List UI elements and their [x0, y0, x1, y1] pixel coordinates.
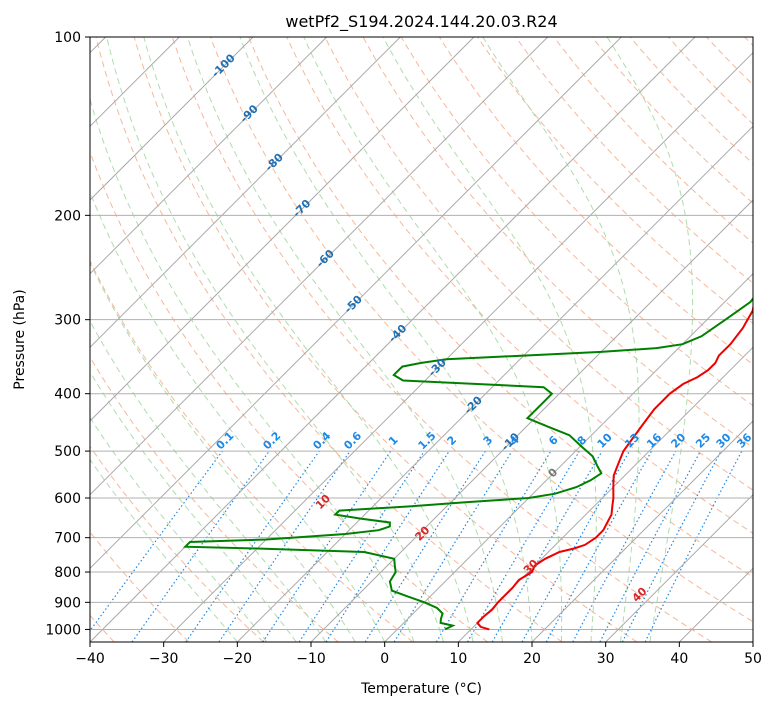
- x-tick-label: −40: [75, 651, 105, 667]
- plot-background: [90, 37, 753, 642]
- x-tick-label: 30: [597, 651, 615, 667]
- x-axis-title: Temperature (°C): [360, 681, 482, 697]
- mixing-ratio-label: 36: [734, 430, 754, 450]
- x-tick-label: 10: [449, 651, 467, 667]
- mixing-ratio-line: [90, 450, 223, 632]
- isotherm-line: [163, 51, 753, 642]
- dry-adiabat-line: [133, 37, 638, 642]
- mixing-ratio-line: [218, 450, 351, 642]
- isotherm-line: [90, 37, 254, 201]
- isotherm-line: [531, 420, 753, 642]
- mixing-ratio-line: [644, 450, 743, 642]
- moist-adiabat-line: [106, 37, 445, 642]
- isotherm-line: [384, 272, 753, 642]
- mixing-ratio-line: [262, 450, 392, 642]
- y-tick-label: 100: [54, 30, 81, 46]
- moist-adiabat-line: [382, 37, 597, 642]
- moist-adiabat-line: [187, 37, 503, 642]
- isobar-gridlines: [90, 37, 753, 630]
- x-tick-label: −30: [149, 651, 179, 667]
- isotherm-line: [90, 37, 475, 422]
- y-tick-label: 500: [54, 444, 81, 460]
- dry-adiabat-line: [629, 37, 753, 165]
- moist-adiabat-line: [606, 37, 694, 642]
- isotherm-line: [236, 125, 753, 642]
- moist-adiabat-line: [303, 37, 563, 642]
- mixing-ratio-line: [131, 450, 270, 642]
- chart-title: wetPf2_S194.2024.144.20.03.R24: [285, 12, 557, 32]
- dry-adiabat-line: [477, 37, 753, 325]
- y-tick-label: 700: [54, 531, 81, 547]
- dry-adiabat-line: [324, 37, 753, 491]
- moist-adiabat-line: [143, 37, 474, 642]
- y-tick-label: 300: [54, 313, 81, 329]
- x-axis: −40 −30 −20 −10 0 10 20 30 40 50: [75, 642, 762, 667]
- mixing-ratio-line: [325, 450, 450, 642]
- mixing-ratio-line: [572, 450, 677, 642]
- isotherm-line: [605, 493, 753, 642]
- x-tick-label: 40: [670, 651, 688, 667]
- y-tick-label: 900: [54, 595, 81, 611]
- isotherm-line: [310, 199, 753, 642]
- mixing-ratio-lines: [90, 450, 743, 642]
- dry-adiabat-line: [248, 37, 753, 578]
- dry-adiabat-line: [400, 37, 753, 407]
- dewpoint-profile-line: [182, 296, 753, 631]
- dry-adiabat-line: [591, 37, 753, 204]
- moist-adiabat-line: [90, 190, 386, 642]
- dry-adiabat-line: [171, 37, 712, 642]
- isotherm-line: [457, 346, 753, 642]
- moist-adiabat-line: [90, 261, 356, 642]
- moist-adiabats: [90, 37, 694, 642]
- dry-adiabat-line: [210, 37, 753, 623]
- x-tick-label: 50: [744, 651, 762, 667]
- y-tick-label: 200: [54, 208, 81, 224]
- isotherm-line: [90, 37, 328, 275]
- isotherms: [90, 37, 753, 642]
- y-axis: 100 200 300 400 500 600 700 800 900 1000: [45, 30, 90, 638]
- isotherm-line: [90, 37, 549, 496]
- moist-adiabat-line: [90, 370, 297, 642]
- moist-adiabat-line: [90, 458, 238, 642]
- y-tick-label: 400: [54, 387, 81, 403]
- x-tick-label: −20: [223, 651, 253, 667]
- isotherm-line: [90, 37, 622, 570]
- dry-adiabat-line: [90, 445, 264, 642]
- moist-adiabat-line: [239, 37, 533, 642]
- x-tick-label: 20: [523, 651, 541, 667]
- isotherm-line: [90, 37, 401, 349]
- dry-adiabat-line: [90, 259, 414, 642]
- background-lines: [90, 37, 753, 642]
- mixing-ratio-line: [393, 450, 513, 642]
- x-tick-label: −10: [296, 651, 326, 667]
- dry-adiabat-line: [515, 37, 753, 284]
- mixing-ratio-line: [298, 450, 425, 642]
- moist-adiabat-line: [90, 416, 268, 642]
- plot-frame: [89, 36, 754, 643]
- y-tick-label: 600: [54, 491, 81, 507]
- isotherm-line: [752, 641, 753, 642]
- x-tick-label: 0: [380, 651, 389, 667]
- y-tick-label: 800: [54, 565, 81, 581]
- dry-adiabat-line: [95, 37, 563, 642]
- mixing-ratio-line: [185, 450, 320, 642]
- y-tick-label: 1000: [45, 622, 81, 638]
- mixing-ratio-line: [545, 450, 653, 642]
- profile-traces: [182, 296, 753, 631]
- moist-adiabat-line: [482, 37, 640, 642]
- y-axis-title: Pressure (hPa): [12, 289, 28, 389]
- mixing-ratio-line: [521, 450, 631, 642]
- temperature-profile-line: [476, 303, 753, 631]
- moist-adiabat-line: [90, 320, 327, 642]
